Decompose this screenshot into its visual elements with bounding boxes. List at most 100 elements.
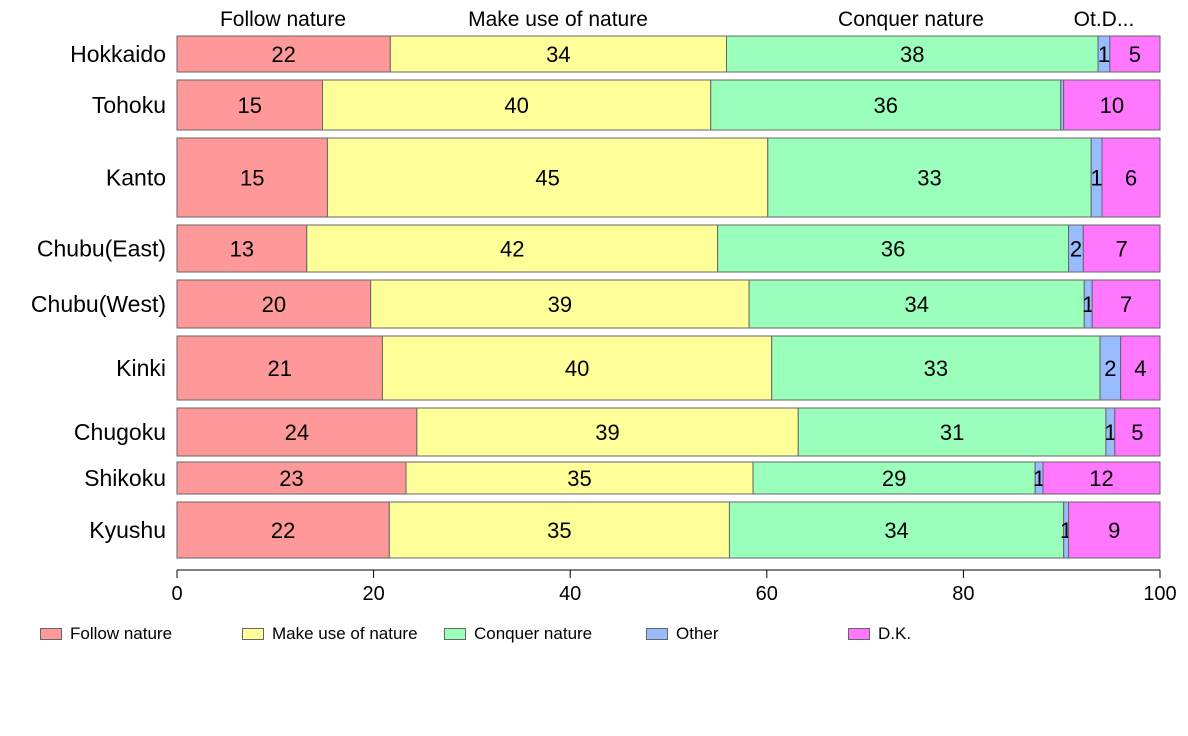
x-tick-label: 20 xyxy=(362,583,384,605)
data-label: 7 xyxy=(1120,292,1132,317)
bar-segment xyxy=(1109,35,1161,73)
bar-segment xyxy=(176,461,407,495)
bar-segment xyxy=(176,224,308,273)
legend-item: Conquer nature xyxy=(444,620,592,648)
category-label: Kinki xyxy=(116,355,166,381)
legend-item: Make use of nature xyxy=(242,620,418,648)
data-label: 5 xyxy=(1129,42,1141,67)
data-label: 31 xyxy=(940,420,964,445)
bar-segment xyxy=(1120,335,1161,401)
data-label: 35 xyxy=(567,466,591,491)
data-label: 21 xyxy=(267,356,291,381)
x-tick-label: 80 xyxy=(952,583,974,605)
bar-segment xyxy=(176,279,372,329)
category-label: Hokkaido xyxy=(70,41,166,67)
data-label: 6 xyxy=(1125,166,1137,191)
data-label: 34 xyxy=(884,518,908,543)
stacked-bar-chart: Follow nature Make use of nature Conquer n… xyxy=(31,8,1177,605)
data-label: 34 xyxy=(546,42,570,67)
data-label: 39 xyxy=(548,292,572,317)
category-label: Kyushu xyxy=(89,517,166,543)
legend-item: Follow nature xyxy=(40,620,172,648)
data-label: 1 xyxy=(1090,166,1102,191)
bar-segment xyxy=(1063,79,1161,131)
data-label: 42 xyxy=(500,237,524,262)
x-tick-label: 60 xyxy=(756,583,778,605)
legend-swatch xyxy=(646,628,668,640)
legend-label: Make use of nature xyxy=(272,624,418,643)
bar-segment xyxy=(717,224,1070,273)
x-axis: 0 20 40 60 80 100 xyxy=(171,569,1177,605)
column-header-label: Ot.D... xyxy=(1074,8,1135,31)
data-label: 1 xyxy=(1104,420,1116,445)
category-label: Chubu(East) xyxy=(37,236,166,262)
legend-label: D.K. xyxy=(878,624,912,643)
bar-segment xyxy=(176,137,328,218)
legend-label: Follow nature xyxy=(70,624,173,643)
bar-segment xyxy=(416,407,799,457)
bar-segment xyxy=(389,35,727,73)
bar-segment xyxy=(1101,137,1161,218)
data-label: 36 xyxy=(874,93,898,118)
legend-swatch xyxy=(444,628,466,640)
data-label: 29 xyxy=(882,466,906,491)
bar-segment xyxy=(321,79,712,131)
data-label: 22 xyxy=(271,42,295,67)
data-label: 40 xyxy=(565,356,589,381)
data-label: 45 xyxy=(535,166,559,191)
category-label: Chugoku xyxy=(74,419,166,445)
data-label: 15 xyxy=(237,93,261,118)
legend-swatch xyxy=(242,628,264,640)
data-label: 20 xyxy=(262,292,286,317)
category-label: Tohoku xyxy=(92,92,166,118)
category-axis: Hokkaido Tohoku Kanto Chubu(East) Chubu(West… xyxy=(31,41,166,543)
bar-segment xyxy=(306,224,719,273)
data-label: 22 xyxy=(271,518,295,543)
bar-segment xyxy=(1042,461,1161,495)
data-label: 23 xyxy=(279,466,303,491)
category-label: Chubu(West) xyxy=(31,291,166,317)
data-label: 40 xyxy=(504,93,528,118)
bar-segment xyxy=(1068,501,1161,559)
legend-item: D.K. xyxy=(848,620,911,648)
bar-segment xyxy=(370,279,750,329)
data-label: 1 xyxy=(1098,42,1110,67)
data-label: 12 xyxy=(1089,466,1113,491)
data-label: 34 xyxy=(904,292,928,317)
data-label: 2 xyxy=(1070,237,1082,262)
bar-segment xyxy=(767,137,1092,218)
data-label: 7 xyxy=(1116,237,1128,262)
data-label: 36 xyxy=(881,237,905,262)
data-label: 33 xyxy=(917,166,941,191)
legend-label: Conquer nature xyxy=(474,624,593,643)
bar-segment xyxy=(725,35,1099,73)
data-label: 1 xyxy=(1082,292,1094,317)
column-header-label: Make use of nature xyxy=(468,8,648,31)
bar-segment xyxy=(388,501,730,559)
bar-segment xyxy=(326,137,769,218)
bar-segment xyxy=(797,407,1107,457)
bar-segment xyxy=(176,335,383,401)
data-label: 35 xyxy=(547,518,571,543)
data-label: 33 xyxy=(924,356,948,381)
legend-label: Other xyxy=(676,624,719,643)
category-label: Kanto xyxy=(106,165,166,191)
bar-segment xyxy=(405,461,754,495)
column-header-label: Follow nature xyxy=(220,8,346,31)
data-label: 4 xyxy=(1134,356,1146,381)
bar-segment xyxy=(752,461,1036,495)
data-label: 2 xyxy=(1104,356,1116,381)
bar-segment xyxy=(710,79,1062,131)
bar-segment xyxy=(176,407,418,457)
legend-swatch xyxy=(40,628,62,640)
bar-segment xyxy=(381,335,773,401)
data-label: 13 xyxy=(230,237,254,262)
bar-segment xyxy=(771,335,1101,401)
x-tick-label: 0 xyxy=(171,583,182,605)
legend-item: Other xyxy=(646,620,719,648)
bar-segment xyxy=(176,79,323,131)
x-tick-label: 40 xyxy=(559,583,581,605)
bar-segment xyxy=(748,279,1085,329)
legend: Follow nature Make use of nature Conquer n… xyxy=(0,620,1188,648)
